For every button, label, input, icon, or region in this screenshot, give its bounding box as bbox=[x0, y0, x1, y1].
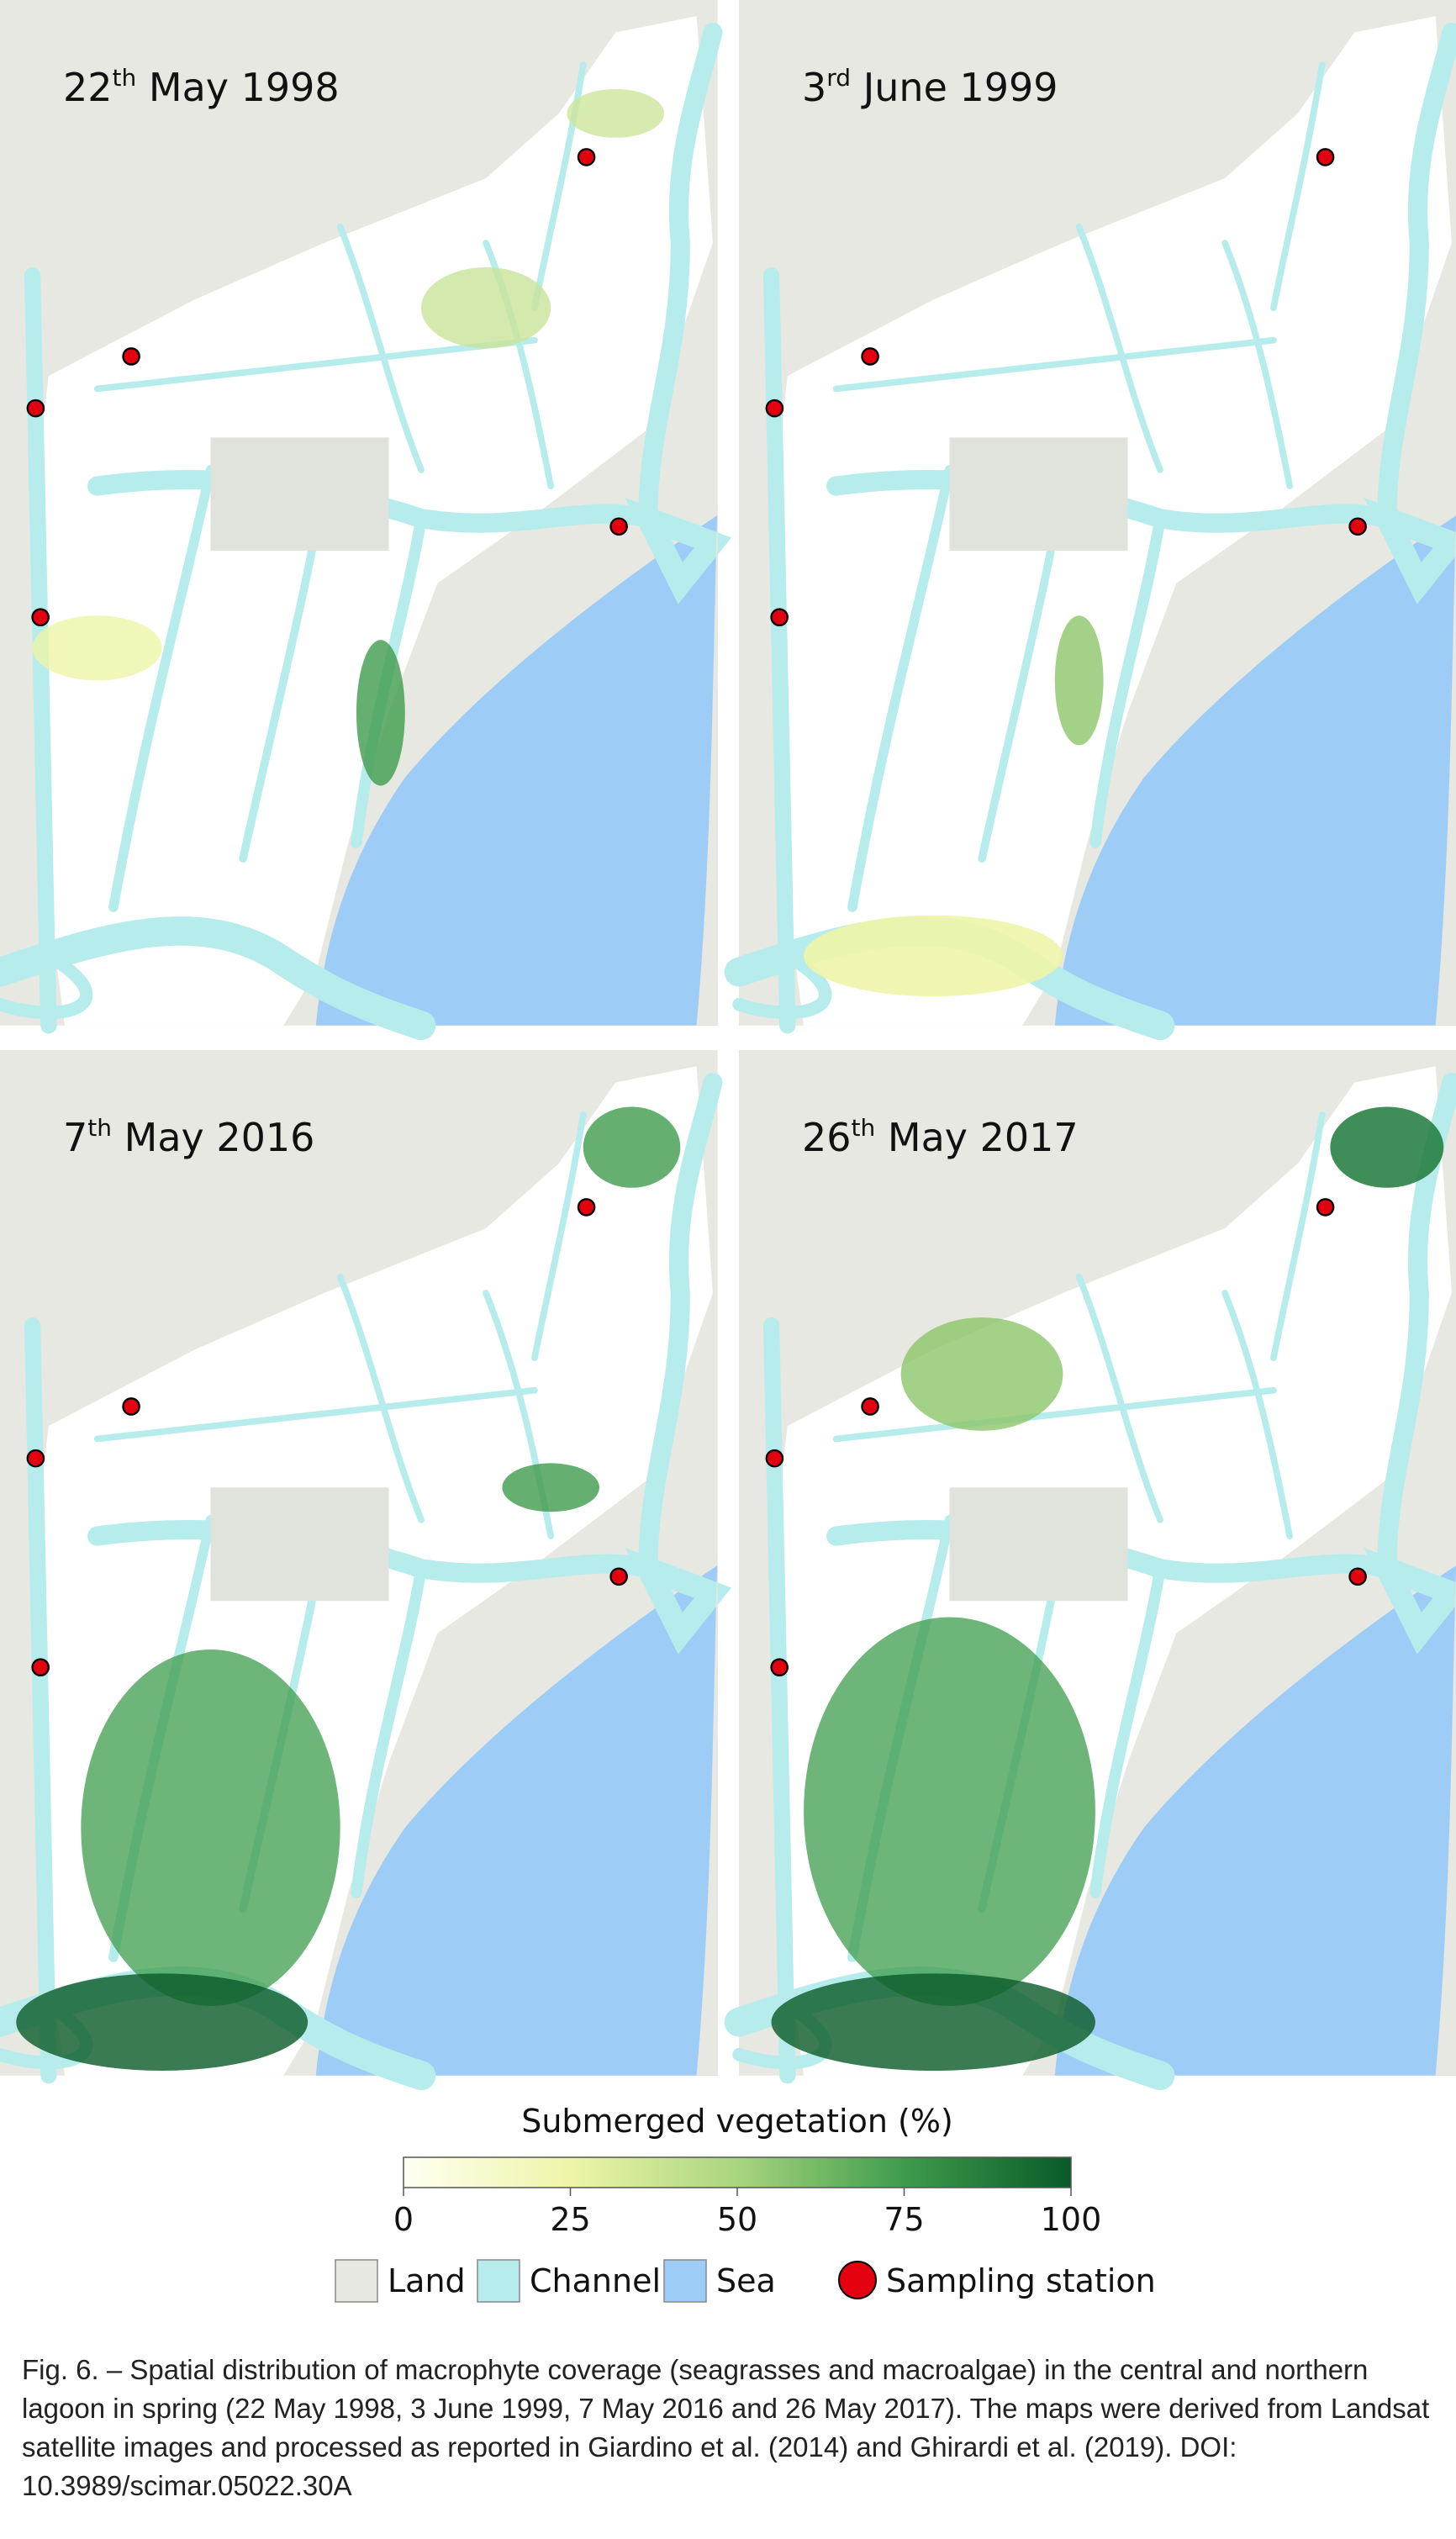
sampling-station bbox=[577, 148, 596, 166]
sampling-station bbox=[609, 1567, 628, 1586]
sampling-station bbox=[31, 1658, 50, 1676]
sampling-station bbox=[765, 399, 784, 418]
sampling-station bbox=[770, 1658, 789, 1676]
sampling-station bbox=[1348, 1567, 1367, 1586]
panel-date: 26th May 2017 bbox=[802, 1114, 1079, 1160]
colorbar bbox=[403, 2156, 1072, 2188]
legend-swatch bbox=[663, 2259, 707, 2303]
sampling-station bbox=[1316, 148, 1335, 166]
sampling-station bbox=[26, 399, 45, 418]
sampling-station bbox=[765, 1449, 784, 1468]
map-panel: 7th May 2016 bbox=[0, 1050, 718, 2076]
panel-date: 22th May 1998 bbox=[63, 64, 340, 110]
sampling-station bbox=[31, 608, 50, 626]
caption: Fig. 6. – Spatial distribution of macrop… bbox=[22, 2354, 1430, 2501]
map-panel: 26th May 2017 bbox=[739, 1050, 1456, 2076]
legend-label: Land bbox=[388, 2262, 466, 2299]
sampling-station bbox=[26, 1449, 45, 1468]
colorbar-tick-label: 100 bbox=[1041, 2201, 1102, 2238]
sampling-station bbox=[609, 517, 628, 536]
colorbar-tick-label: 0 bbox=[393, 2201, 414, 2238]
colorbar-tick-label: 75 bbox=[884, 2201, 924, 2238]
map-panel: 22th May 1998 bbox=[0, 0, 718, 1026]
colorbar-tick-label: 50 bbox=[717, 2201, 757, 2238]
sampling-station bbox=[861, 347, 879, 366]
colorbar-title: Submerged vegetation (%) bbox=[521, 2103, 953, 2140]
legend-label: Sampling station bbox=[886, 2262, 1156, 2299]
legend-swatch bbox=[335, 2259, 378, 2303]
sampling-station bbox=[861, 1397, 879, 1416]
legend-swatch bbox=[477, 2259, 520, 2303]
sampling-station bbox=[577, 1198, 596, 1217]
panel-date: 7th May 2016 bbox=[63, 1114, 314, 1160]
sampling-station bbox=[1316, 1198, 1335, 1217]
sampling-station bbox=[122, 347, 140, 366]
panel-date: 3rd June 1999 bbox=[802, 64, 1058, 110]
colorbar-tick-label: 25 bbox=[550, 2201, 590, 2238]
sampling-station bbox=[770, 608, 789, 626]
legend-label: Sea bbox=[716, 2262, 776, 2299]
legend-swatch bbox=[838, 2261, 877, 2299]
figure-graphics: 22th May 1998 3rd June 1999 7th May 2016 26… bbox=[0, 0, 1456, 2303]
sampling-station bbox=[1348, 517, 1367, 536]
legend-label: Channel bbox=[530, 2262, 661, 2299]
sampling-station bbox=[122, 1397, 140, 1416]
map-panel: 3rd June 1999 bbox=[739, 0, 1456, 1026]
